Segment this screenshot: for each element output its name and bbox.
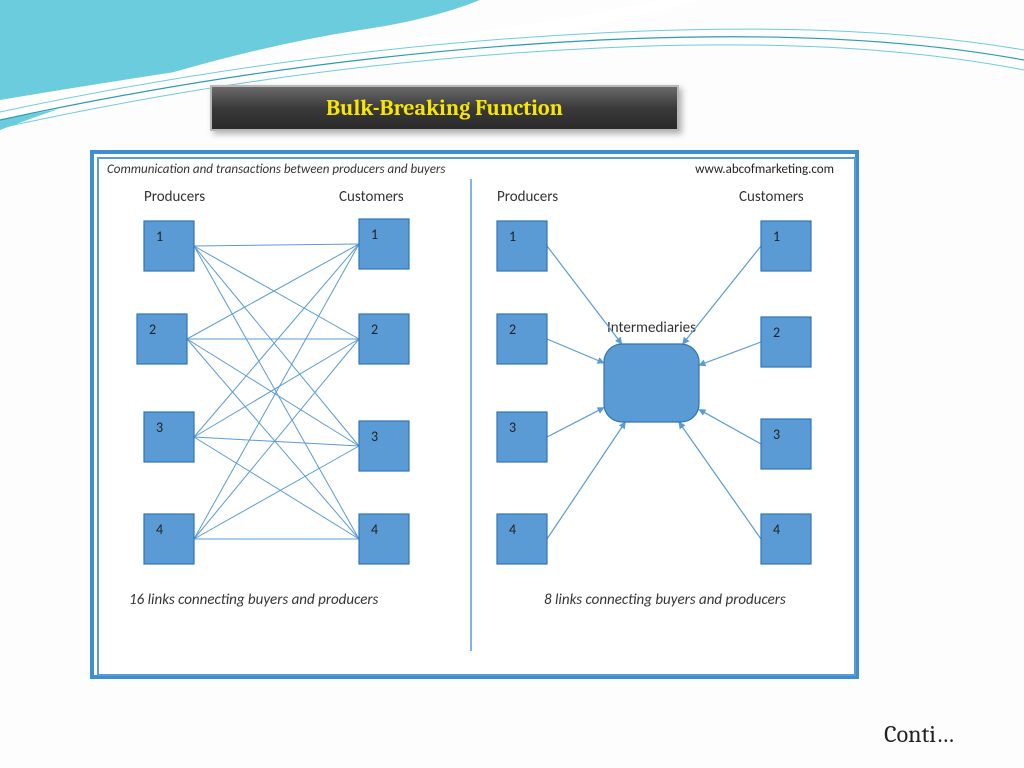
- connection-line: [194, 246, 359, 446]
- left-customer-3-label: 3: [371, 428, 378, 445]
- intermediaries-label: Intermediaries: [607, 319, 696, 337]
- right-producer-3-label: 3: [509, 419, 516, 436]
- left-customer-4-label: 4: [371, 521, 378, 538]
- right-customer-4-label: 4: [773, 521, 780, 538]
- left-customers-label: Customers: [339, 188, 404, 206]
- left-customer-2: [359, 314, 409, 364]
- right-producer-2: [497, 314, 547, 364]
- right-producer-4-label: 4: [509, 521, 516, 538]
- customer-to-intermediary-2: [699, 342, 761, 365]
- diagram-canvas: Communication and transactions between p…: [99, 159, 842, 660]
- left-customer-2-label: 2: [371, 321, 378, 338]
- connection-line: [194, 437, 359, 539]
- right-producer-3: [497, 412, 547, 462]
- diagram-inner-frame: Communication and transactions between p…: [97, 157, 856, 676]
- connection-line: [194, 446, 359, 539]
- slide-title-bar: Bulk-Breaking Function: [210, 85, 679, 131]
- left-producer-2: [137, 314, 187, 364]
- right-customer-3-label: 3: [773, 426, 780, 443]
- connection-line: [187, 339, 359, 539]
- diagram-caption: Communication and transactions between p…: [107, 162, 445, 177]
- left-producer-3-label: 3: [156, 419, 163, 436]
- left-producer-4: [144, 514, 194, 564]
- right-customers-label: Customers: [739, 188, 804, 206]
- website-text: www.abcofmarketing.com: [695, 162, 834, 177]
- producer-to-intermediary-2: [547, 339, 604, 363]
- right-customer-3: [761, 419, 811, 469]
- right-producer-2-label: 2: [509, 321, 516, 338]
- producer-to-intermediary-1: [547, 246, 622, 344]
- right-customer-1: [761, 221, 811, 271]
- left-customer-4: [359, 514, 409, 564]
- slide-title: Bulk-Breaking Function: [326, 95, 563, 121]
- right-producers-label: Producers: [497, 188, 558, 206]
- left-producer-1: [144, 221, 194, 271]
- right-customer-4: [761, 514, 811, 564]
- left-customer-1-label: 1: [371, 226, 378, 243]
- left-producers-label: Producers: [144, 188, 205, 206]
- connection-line: [194, 244, 359, 437]
- right-customer-1-label: 1: [773, 228, 780, 245]
- left-producer-1-label: 1: [156, 228, 163, 245]
- connection-line: [194, 339, 359, 539]
- right-customer-2-label: 2: [773, 324, 780, 341]
- diagram-outer-frame: Communication and transactions between p…: [90, 150, 859, 679]
- left-producer-4-label: 4: [156, 521, 163, 538]
- connection-line: [187, 339, 359, 446]
- right-producer-1: [497, 221, 547, 271]
- left-footer: 16 links connecting buyers and producers: [129, 591, 379, 609]
- right-customer-2: [761, 317, 811, 367]
- producer-to-intermediary-3: [547, 408, 604, 437]
- left-customer-1: [359, 219, 409, 269]
- connection-line: [194, 339, 359, 437]
- connection-line: [194, 244, 359, 246]
- right-producer-1-label: 1: [509, 228, 516, 245]
- left-producer-2-label: 2: [149, 321, 156, 338]
- left-customer-3: [359, 421, 409, 471]
- customer-to-intermediary-3: [699, 409, 761, 444]
- right-producer-4: [497, 514, 547, 564]
- continuation-text: Conti…: [884, 720, 954, 748]
- producer-to-intermediary-4: [547, 422, 625, 539]
- customer-to-intermediary-4: [679, 422, 761, 539]
- customer-to-intermediary-1: [683, 246, 761, 344]
- connection-line: [194, 246, 359, 339]
- right-footer: 8 links connecting buyers and producers: [544, 591, 786, 609]
- left-producer-3: [144, 412, 194, 462]
- intermediary-node: [604, 344, 699, 422]
